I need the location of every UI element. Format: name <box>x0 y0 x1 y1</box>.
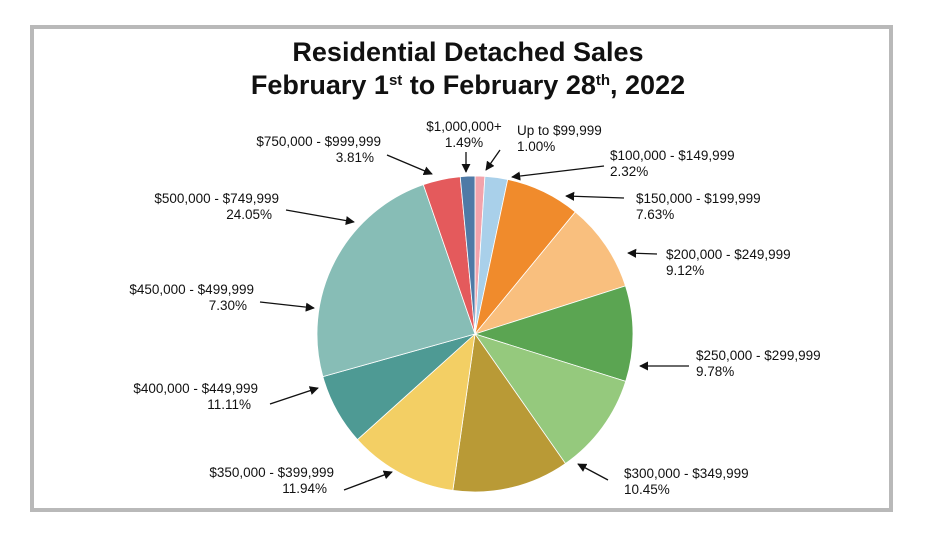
pie-slice-400-000-449-999 <box>356 332 476 491</box>
slice-label-up-to-99-999: Up to $99,999 1.00% <box>517 123 602 154</box>
slice-label-percent: 7.30% <box>209 298 247 313</box>
label-arrow-up-to-99-999 <box>485 149 501 171</box>
label-arrow-100-000-149-999 <box>511 165 605 181</box>
slice-label-range: $350,000 - $399,999 <box>209 465 334 480</box>
slice-label-1-000-000: $1,000,000+ 1.49% <box>426 119 502 150</box>
slice-label-percent: 24.05% <box>226 207 272 222</box>
slice-label-percent: 2.32% <box>610 164 648 179</box>
slice-label-range: $450,000 - $499,999 <box>129 282 254 297</box>
slice-label-percent: 9.12% <box>666 263 704 278</box>
slice-label-range: $200,000 - $249,999 <box>666 247 791 262</box>
slice-label-100-000-149-999: $100,000 - $149,999 2.32% <box>610 148 735 179</box>
label-arrow-750-000-999-999 <box>386 154 433 176</box>
slice-label-150-000-199-999: $150,000 - $199,999 7.63% <box>636 191 761 222</box>
label-arrow-450-000-499-999 <box>259 301 315 312</box>
slice-label-350-000-399-999: $350,000 - $399,999 11.94% <box>209 465 334 496</box>
slice-label-range: $500,000 - $749,999 <box>154 191 279 206</box>
title-line-2: February 1st to February 28th, 2022 <box>250 70 686 100</box>
slice-label-300-000-349-999: $300,000 - $349,999 10.45% <box>624 466 749 497</box>
slice-label-percent: 1.49% <box>445 135 483 150</box>
label-arrow-300-000-349-999 <box>577 463 609 481</box>
label-arrow-150-000-199-999 <box>565 191 625 201</box>
slice-label-percent: 1.00% <box>517 139 555 154</box>
label-arrow-200-000-249-999 <box>627 248 658 258</box>
slice-label-200-000-249-999: $200,000 - $249,999 9.12% <box>666 247 791 278</box>
slice-label-750-000-999-999: $750,000 - $999,999 3.81% <box>256 134 381 165</box>
slice-label-range: $300,000 - $349,999 <box>624 466 749 481</box>
slice-label-range: Up to $99,999 <box>517 123 602 138</box>
slice-label-250-000-299-999: $250,000 - $299,999 9.78% <box>696 348 821 379</box>
pie-slice-200-000-249-999 <box>473 211 626 335</box>
pie-slice-1-000-000 <box>459 175 476 335</box>
slice-label-400-000-449-999: $400,000 - $449,999 11.11% <box>133 381 258 412</box>
slice-label-percent: 9.78% <box>696 364 734 379</box>
slice-label-range: $250,000 - $299,999 <box>696 348 821 363</box>
title-line-1: Residential Detached Sales <box>292 37 644 67</box>
slice-label-range: $400,000 - $449,999 <box>133 381 258 396</box>
slice-label-range: $750,000 - $999,999 <box>256 134 381 149</box>
slice-label-range: $100,000 - $149,999 <box>610 148 735 163</box>
chart-title: Residential Detached Sales February 1st … <box>0 36 936 102</box>
label-arrow-350-000-399-999 <box>343 470 393 491</box>
slice-label-500-000-749-999: $500,000 - $749,999 24.05% <box>154 191 279 222</box>
pie-slice-250-000-299-999 <box>473 285 634 382</box>
label-arrow-500-000-749-999 <box>285 209 355 226</box>
slice-label-percent: 11.94% <box>282 481 327 496</box>
pie-slices <box>316 175 634 493</box>
pie-slice-350-000-399-999 <box>452 332 566 493</box>
slice-label-percent: 7.63% <box>636 207 674 222</box>
pie-slice-500-000-749-999 <box>316 184 476 378</box>
slice-label-range: $150,000 - $199,999 <box>636 191 761 206</box>
pie-slice-300-000-349-999 <box>473 333 627 465</box>
slice-labels: Up to $99,999 1.00% $100,000 - $149,999 2.3… <box>129 119 820 497</box>
slice-label-450-000-499-999: $450,000 - $499,999 7.30% <box>129 282 254 313</box>
slice-label-range: $1,000,000+ <box>426 119 502 134</box>
slice-label-percent: 3.81% <box>336 150 374 165</box>
label-arrow-400-000-449-999 <box>269 386 319 405</box>
slice-label-percent: 10.45% <box>624 482 670 497</box>
slice-label-percent: 11.11% <box>207 397 251 412</box>
